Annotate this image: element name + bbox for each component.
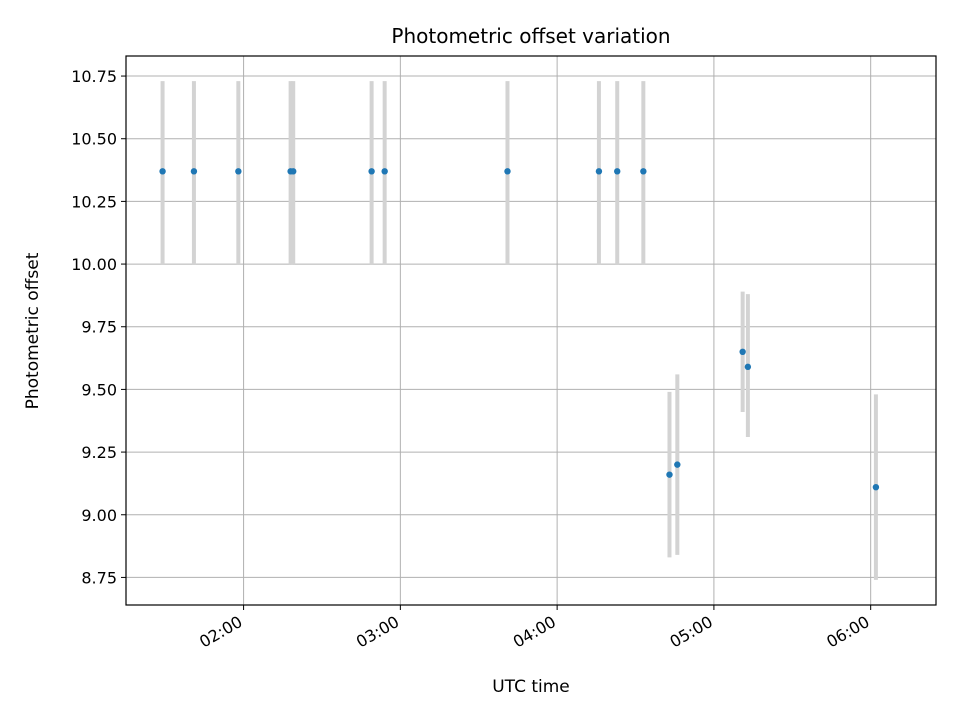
- data-point: [640, 168, 647, 175]
- y-axis-title: Photometric offset: [23, 252, 43, 409]
- y-tick-label: 10.25: [71, 192, 117, 211]
- data-points: [159, 168, 880, 491]
- y-tick-label: 9.50: [81, 380, 117, 399]
- x-tick-label: 06:00: [823, 612, 872, 652]
- data-point: [614, 168, 621, 175]
- x-tick-label: 05:00: [666, 612, 715, 652]
- chart-title: Photometric offset variation: [391, 24, 670, 48]
- data-point: [381, 168, 388, 175]
- y-tick-label: 10.00: [71, 255, 117, 274]
- data-point: [666, 471, 673, 478]
- y-axis-ticks: 8.75 9.00 9.25 9.50 9.75 10.00 10.25 10.50 10.75: [71, 67, 126, 587]
- x-gridlines: [243, 56, 872, 605]
- y-gridlines: [126, 75, 936, 578]
- data-point: [235, 168, 242, 175]
- y-tick-label: 9.00: [81, 506, 117, 525]
- y-tick-label: 8.75: [81, 568, 117, 587]
- error-bars: [160, 81, 878, 580]
- y-tick-label: 9.25: [81, 443, 117, 462]
- y-tick-label: 10.75: [71, 67, 117, 86]
- data-point: [290, 168, 297, 175]
- x-axis-ticks: 02:00 03:00 04:00 05:00 06:00: [196, 605, 873, 652]
- data-point: [595, 168, 603, 175]
- x-tick-label: 02:00: [196, 612, 245, 652]
- y-tick-label: 9.75: [81, 318, 117, 337]
- data-point: [190, 168, 198, 175]
- data-point: [744, 363, 752, 371]
- x-tick-label: 03:00: [353, 612, 402, 652]
- data-point: [504, 168, 511, 175]
- data-point: [159, 168, 166, 175]
- data-point: [368, 168, 375, 175]
- data-point: [739, 348, 746, 356]
- x-tick-label: 04:00: [510, 612, 559, 652]
- y-tick-label: 10.50: [71, 130, 117, 149]
- data-point: [872, 483, 880, 491]
- x-axis-title: UTC time: [492, 677, 570, 697]
- plot-area-frame: [125, 55, 937, 606]
- data-point: [674, 461, 681, 468]
